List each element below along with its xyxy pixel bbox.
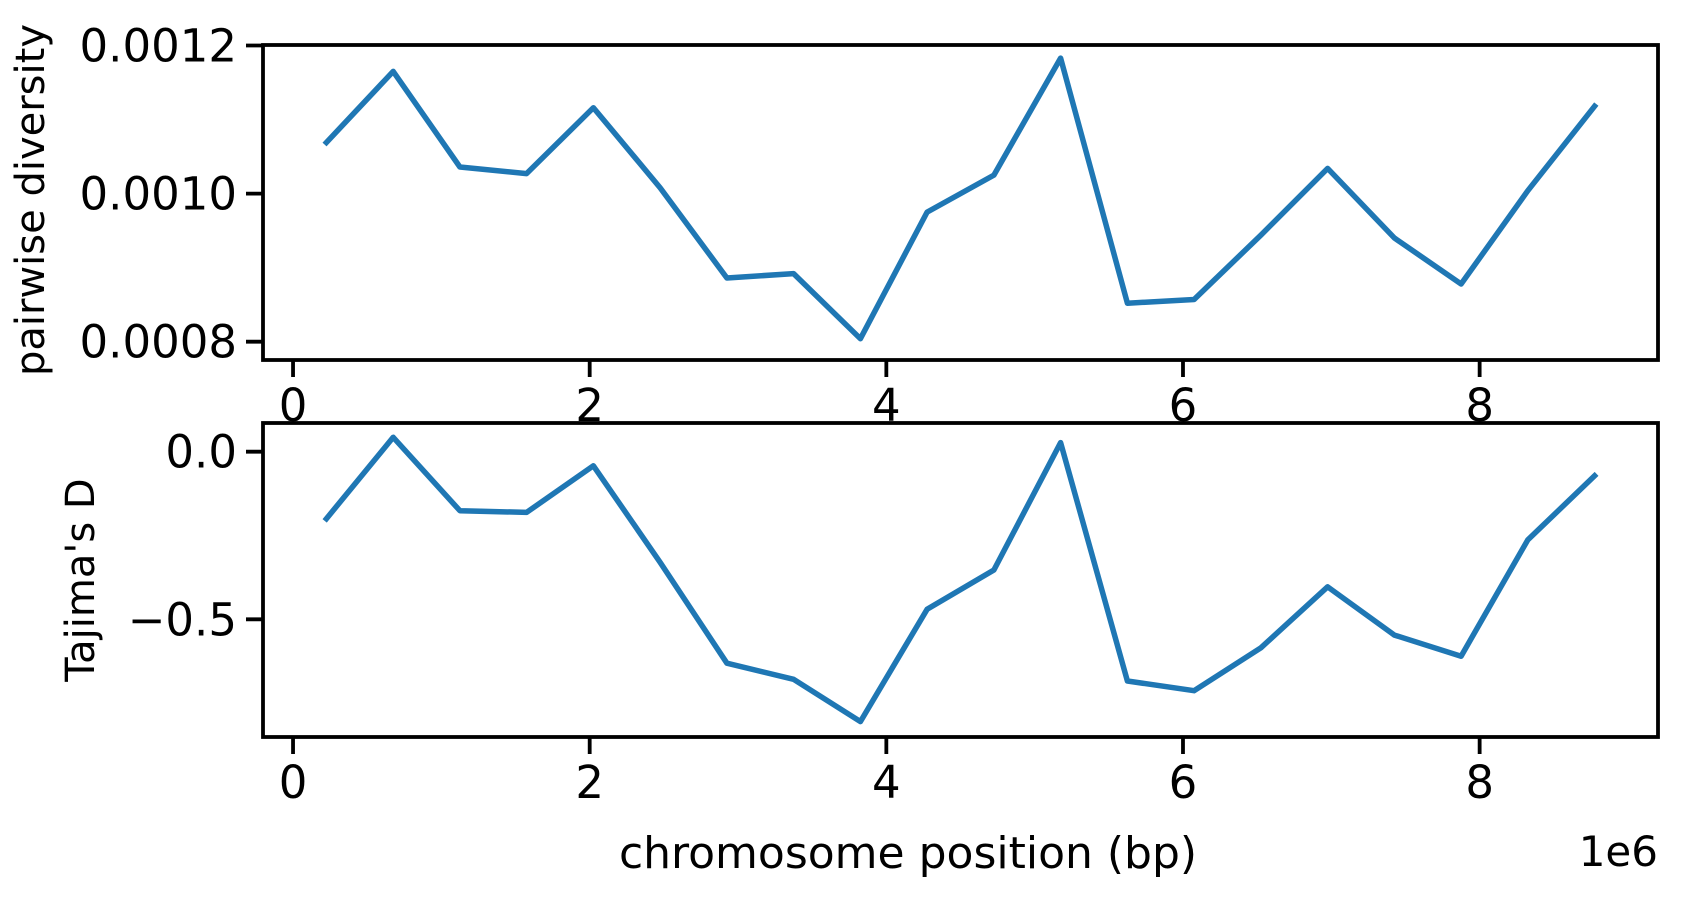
- top-y-axis-label: pairwise diversity: [8, 24, 54, 376]
- y-tick-label: −0.5: [128, 593, 237, 646]
- x-tick-label: 0: [279, 756, 308, 809]
- x-tick-label: 2: [575, 756, 604, 809]
- y-tick-label: 0.0: [165, 426, 237, 479]
- panels: 0 2 4 6 8 0.0012 0.0010 0.0008 0 2 4 6 8 0.0 −0.5: [80, 20, 1660, 809]
- y-tick-label: 0.0008: [80, 316, 237, 369]
- diversity-line: [322, 55, 1599, 342]
- x-axis-offset-label: 1e6: [1579, 827, 1658, 876]
- y-tick-label: 0.0012: [80, 20, 237, 73]
- x-tick-label: 4: [872, 756, 901, 809]
- bottom-panel-frame: [261, 421, 1660, 739]
- bottom-panel: 0 2 4 6 8 0.0 −0.5: [128, 421, 1660, 809]
- tajimas-d-line: [322, 434, 1599, 725]
- top-panel-frame: [261, 43, 1660, 362]
- x-axis-label: chromosome position (bp): [619, 828, 1197, 879]
- x-tick-label: 6: [1169, 756, 1198, 809]
- y-tick-label: 0.0010: [80, 168, 237, 221]
- bottom-y-axis-label: Tajima's D: [58, 478, 104, 682]
- x-tick-label: 8: [1465, 756, 1494, 809]
